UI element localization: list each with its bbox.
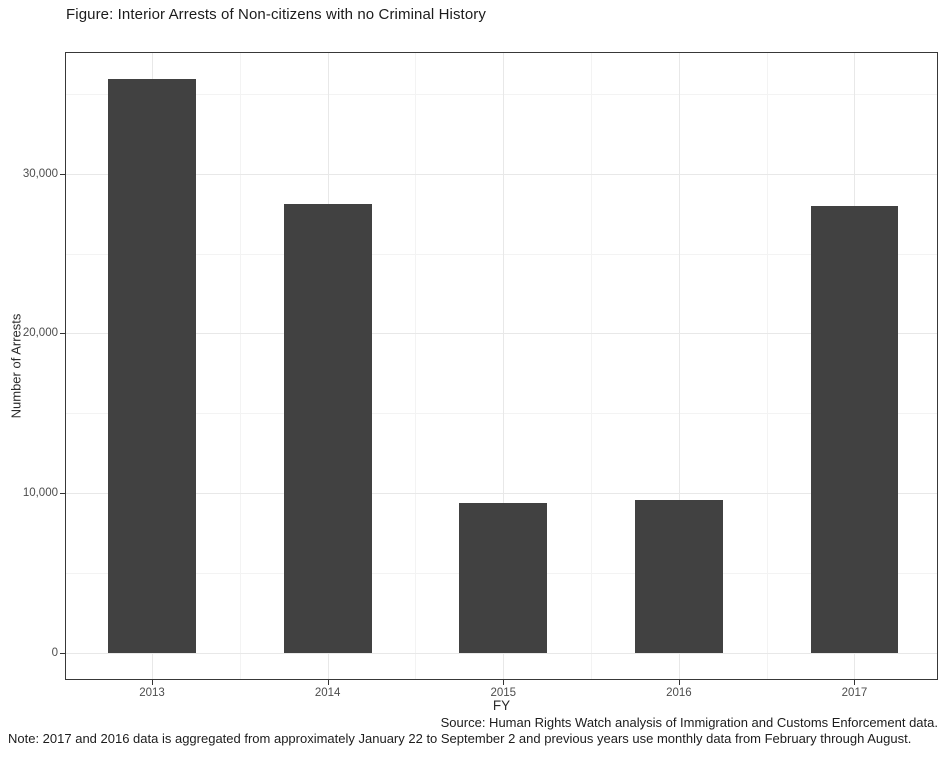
x-tick-label: 2017 [841,687,868,699]
gridline-major-vertical [678,53,680,679]
plot-panel [65,52,938,680]
gridline-minor-vertical [239,53,241,679]
bar-2017 [810,205,899,654]
x-tick-label: 2013 [139,687,165,699]
y-tick-label: 30,000 [22,167,58,180]
x-tick-label: 2016 [666,687,692,699]
y-axis-tick [60,333,65,335]
x-tick-label: 2014 [314,687,341,699]
x-axis-title: FY [492,698,511,713]
x-axis-tick [152,680,154,685]
gridline-major-horizontal [66,333,937,335]
source-caption: Source: Human Rights Watch analysis of I… [440,715,938,730]
gridline-minor-vertical [766,53,768,679]
gridline-minor-horizontal [66,413,937,415]
bar-2013 [108,79,196,654]
gridline-major-vertical [503,53,505,679]
footnote: Note: 2017 and 2016 data is aggregated f… [8,731,912,746]
y-axis-tick [60,653,65,655]
gridline-minor-horizontal [66,253,937,255]
x-axis-tick [678,680,680,685]
gridline-minor-vertical [415,53,417,679]
y-tick-label: 20,000 [22,327,58,340]
bar-2016 [634,499,723,654]
gridline-minor-vertical [591,53,593,679]
x-axis-tick [503,680,505,685]
y-tick-label: 0 [51,647,58,660]
x-axis-tick [327,680,329,685]
gridline-minor-horizontal [66,93,937,95]
bar-2014 [283,204,372,654]
x-axis-tick [854,680,856,685]
chart-title: Figure: Interior Arrests of Non-citizens… [66,6,486,23]
gridline-major-horizontal [66,493,937,495]
x-tick-label: 2015 [490,687,517,699]
gridline-major-horizontal [66,653,937,655]
y-axis-tick [60,173,65,175]
y-axis-tick [60,493,65,495]
bar-2015 [459,502,548,654]
y-tick-label: 10,000 [22,487,58,500]
gridline-major-horizontal [66,173,937,175]
